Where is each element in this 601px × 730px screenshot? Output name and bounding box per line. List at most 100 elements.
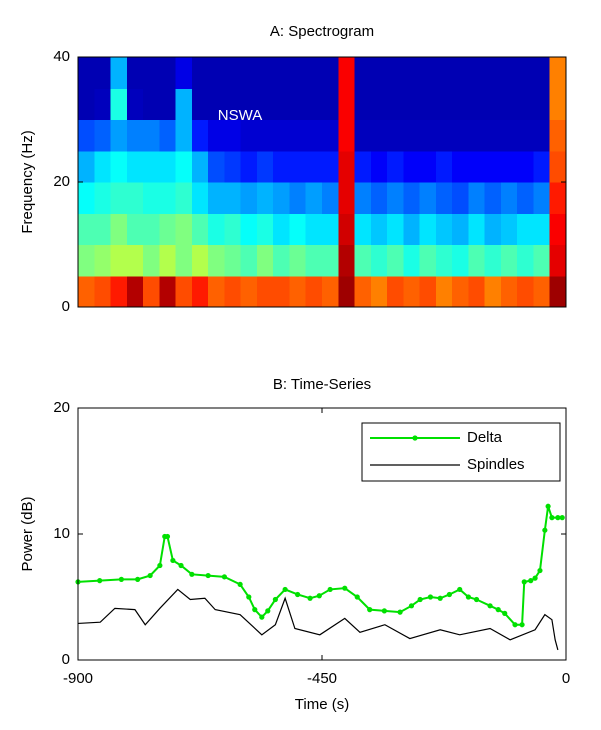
spectrogram-cell [126, 119, 144, 152]
spectrogram-cell [191, 182, 209, 214]
spectrogram-cell [533, 275, 551, 308]
spectrogram-cell [403, 244, 421, 277]
spectrogram-cell [273, 57, 290, 89]
series-marker [295, 591, 301, 598]
spectrogram-cell [484, 88, 502, 120]
series-marker [316, 593, 322, 599]
spectrogram-cell [289, 275, 307, 308]
spectrogram-cell [435, 119, 453, 152]
spectrogram-cell [484, 275, 502, 308]
series-marker [135, 576, 141, 582]
spectrogram-cell [338, 213, 356, 245]
series-marker [259, 614, 265, 620]
spectrogram-y-label: Frequency (Hz) [19, 130, 36, 233]
spectrogram-cell [110, 244, 128, 277]
spectrogram-cell [387, 150, 404, 183]
spectrogram-cell [256, 150, 274, 183]
spectrogram-cell [208, 150, 225, 183]
series-marker [170, 557, 176, 564]
spectrogram-cell [175, 275, 193, 308]
spectrogram-cell [126, 275, 144, 308]
spectrogram-cell [517, 213, 534, 245]
x-tick-label: 0 [562, 670, 570, 687]
spectrogram-cell [354, 57, 372, 89]
series-marker [417, 596, 423, 603]
spectrogram-cell [338, 119, 356, 152]
spectrogram-cell [549, 88, 567, 120]
spectrogram-cell [354, 150, 372, 183]
spectrogram-cell [191, 88, 209, 120]
series-marker [97, 578, 103, 584]
spectrogram-cell [484, 213, 502, 245]
spectrogram-cell [500, 119, 518, 152]
spectrogram-cell [468, 57, 486, 89]
spectrogram-cell [484, 182, 502, 214]
spectrogram-cell [159, 182, 177, 214]
spectrogram-cell [240, 275, 258, 308]
annotation: NSWA [218, 107, 262, 124]
series-marker [532, 575, 538, 581]
spectrogram-cell [240, 88, 258, 120]
spectrogram-cell [191, 150, 209, 183]
spectrogram-cell [224, 182, 242, 214]
spectrogram-cell [452, 244, 469, 277]
series-marker [178, 562, 184, 569]
spectrogram-cell [256, 119, 274, 152]
spectrogram-cell [419, 57, 437, 89]
spectrogram-cell [143, 150, 160, 183]
series-marker [473, 596, 480, 603]
spectrogram-cell [305, 244, 323, 277]
series-marker [559, 515, 565, 521]
spectrogram-cell [78, 213, 95, 245]
spectrogram-cell [78, 182, 95, 214]
spectrogram-cell [354, 88, 372, 120]
spectrogram-cell [549, 119, 567, 152]
series-marker [189, 571, 195, 577]
spectrogram-cell [175, 57, 193, 89]
series-marker [342, 585, 348, 591]
spectrogram-cell [452, 182, 469, 214]
spectrogram-cell [370, 57, 388, 89]
spectrogram-cell [435, 244, 453, 277]
spectrogram-cell [549, 182, 567, 214]
spectrogram-cell [533, 57, 551, 89]
spectrogram-cell [240, 182, 258, 214]
spectrogram-cell [240, 213, 258, 245]
spectrogram-cell [191, 244, 209, 277]
spectrogram-cell [208, 119, 225, 152]
series-marker [307, 595, 313, 601]
spectrogram-cell [435, 182, 453, 214]
spectrogram-cell [419, 275, 437, 308]
spectrogram-cell [191, 213, 209, 245]
y-tick-label: 20 [53, 173, 70, 190]
series-marker [282, 586, 288, 593]
series-marker [367, 607, 373, 613]
spectrogram-cell [370, 88, 388, 120]
spectrogram-cell [370, 275, 388, 308]
spectrogram-cell [110, 88, 128, 120]
spectrogram-cell [191, 119, 209, 152]
spectrogram-cell [110, 213, 128, 245]
spectrogram-cell [273, 213, 290, 245]
spectrogram-cell [322, 182, 339, 214]
spectrogram-cell [224, 57, 242, 89]
spectrogram-cell [159, 119, 177, 152]
spectrogram-cell [289, 244, 307, 277]
spectrogram-cell [452, 275, 469, 308]
timeseries-title: B: Time-Series [273, 376, 371, 393]
spectrogram-cell [208, 213, 225, 245]
spectrogram-cell [387, 275, 404, 308]
spectrogram-cell [159, 88, 177, 120]
spectrogram-cell [452, 213, 469, 245]
spectrogram-cell [533, 119, 551, 152]
spectrogram-cell [452, 119, 469, 152]
spectrogram-cell [322, 57, 339, 89]
spectrogram-cell [224, 119, 242, 152]
spectrogram-cell [500, 244, 518, 277]
spectrogram-cell [549, 275, 567, 308]
y-tick-label: 0 [62, 651, 70, 668]
spectrogram-cell [78, 150, 95, 183]
spectrogram-cell [110, 57, 128, 89]
series-marker [381, 608, 387, 614]
